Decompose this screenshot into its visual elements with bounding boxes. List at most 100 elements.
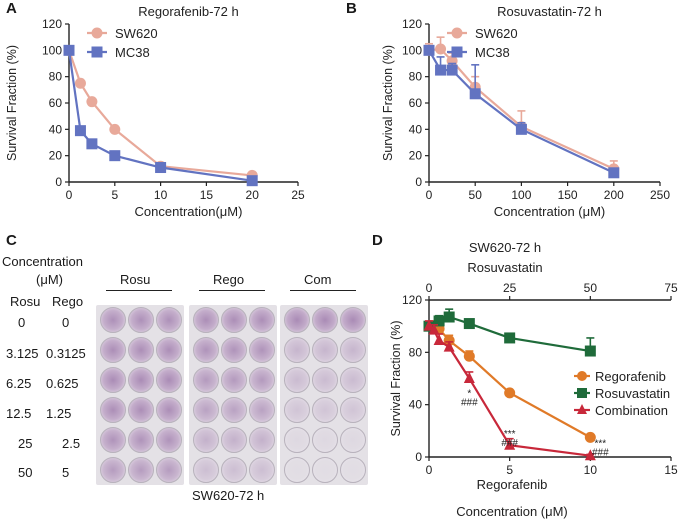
plate-well <box>156 337 182 363</box>
concentration-rosu-value: 12.5 <box>6 406 32 421</box>
d-x-tick-label: 5 <box>506 463 513 477</box>
plate-group-underline <box>106 290 172 292</box>
b-y-tick-label: 40 <box>409 122 423 136</box>
a-legend-label: MC38 <box>115 45 150 60</box>
plate-well <box>284 367 310 393</box>
plate-well <box>221 337 247 363</box>
a-y-axis-label: Survival Fraction (%) <box>5 45 19 161</box>
a-point-sw620 <box>86 96 98 108</box>
plate-well <box>312 457 338 483</box>
plate-well <box>128 307 154 333</box>
a-chart-title: Regorafenib-72 h <box>138 4 238 19</box>
plate-well <box>284 427 310 453</box>
d-point-combination <box>584 449 596 461</box>
b-x-tick-label: 150 <box>558 188 578 202</box>
d-x-axis-label: Concentration (μM) <box>456 504 568 519</box>
panel-letter-c: C <box>6 232 17 249</box>
plate-well <box>312 367 338 393</box>
plate-well <box>100 367 126 393</box>
plate-well <box>128 397 154 423</box>
a-y-tick-label: 60 <box>49 96 63 110</box>
plate-well <box>221 397 247 423</box>
culture-plate <box>280 305 368 485</box>
a-y-tick-label: 20 <box>49 149 63 163</box>
d-top-axis-label: Rosuvastatin <box>467 260 542 275</box>
d-point-rosuvastatin <box>504 332 516 344</box>
b-y-tick-label: 60 <box>409 96 423 110</box>
d-point-regorafenib <box>584 431 596 443</box>
plate-well <box>156 397 182 423</box>
b-y-axis-label: Survival Fraction (%) <box>381 45 395 161</box>
d-point-rosuvastatin <box>433 315 445 327</box>
concentration-rosu-value: 50 <box>18 465 33 480</box>
plate-well <box>221 457 247 483</box>
b-point-mc38 <box>608 167 620 179</box>
d-significance-annotation: ### <box>501 438 518 449</box>
culture-plate <box>96 305 184 485</box>
plate-well <box>249 307 275 333</box>
d-legend-label: Rosuvastatin <box>595 386 670 401</box>
b-x-tick-label: 50 <box>469 188 483 202</box>
panel-letter-b: B <box>346 0 357 17</box>
a-point-mc38 <box>63 44 75 56</box>
d-y-tick-label: 80 <box>409 345 423 359</box>
a-point-mc38 <box>74 125 86 137</box>
a-y-tick-label: 0 <box>55 175 62 189</box>
concentration-rego-value: 1.25 <box>46 406 72 421</box>
plate-well <box>221 427 247 453</box>
d-y-tick-label: 40 <box>409 398 423 412</box>
b-y-tick-label: 100 <box>402 43 422 57</box>
plate-well <box>156 427 182 453</box>
plate-caption: SW620-72 h <box>192 488 265 503</box>
plate-well <box>284 457 310 483</box>
d-chart-title: SW620-72 h <box>469 240 541 255</box>
plate-well <box>340 307 366 333</box>
b-chart-title: Rosuvastatin-72 h <box>497 4 602 19</box>
d-x-tick-label: 10 <box>584 463 598 477</box>
b-y-tick-label: 20 <box>409 149 423 163</box>
plate-well <box>340 367 366 393</box>
plate-well <box>340 337 366 363</box>
a-y-tick-label: 100 <box>42 43 62 57</box>
a-legend-marker <box>91 27 103 39</box>
plate-well <box>249 397 275 423</box>
plate-well <box>221 307 247 333</box>
plate-well <box>128 427 154 453</box>
a-x-tick-label: 20 <box>246 188 260 202</box>
d-point-rosuvastatin <box>443 311 455 323</box>
plate-group-label: Rosu <box>120 272 151 287</box>
plate-well <box>249 457 275 483</box>
panel-letter-d: D <box>372 232 383 249</box>
plate-well <box>193 367 219 393</box>
plate-well <box>312 307 338 333</box>
concentration-rosu-value: 25 <box>18 436 33 451</box>
plate-well <box>193 337 219 363</box>
b-point-mc38 <box>423 44 435 56</box>
b-legend-label: SW620 <box>475 26 518 41</box>
plate-group-label: Com <box>304 272 332 287</box>
plate-well <box>284 337 310 363</box>
d-legend-marker <box>577 371 587 381</box>
b-y-tick-label: 80 <box>409 70 423 84</box>
plate-well <box>312 397 338 423</box>
plate-well <box>312 337 338 363</box>
a-point-mc38 <box>155 162 167 174</box>
d-point-combination <box>443 340 455 352</box>
concentration-header: Concentration <box>2 254 83 269</box>
concentration-rego-value: 0.625 <box>46 376 79 391</box>
a-x-tick-label: 25 <box>291 188 305 202</box>
d-top-tick-label: 0 <box>426 281 433 295</box>
d-point-regorafenib <box>443 335 455 347</box>
d-point-rosuvastatin <box>463 318 475 330</box>
a-y-tick-label: 80 <box>49 70 63 84</box>
a-x-tick-label: 0 <box>66 188 73 202</box>
d-point-combination <box>433 334 445 346</box>
a-point-sw620 <box>74 77 86 89</box>
d-top-tick-label: 25 <box>503 281 517 295</box>
plate-group-underline <box>199 290 265 292</box>
concentration-rosu-value: 0 <box>18 315 26 330</box>
plate-well <box>340 427 366 453</box>
a-point-sw620 <box>109 123 121 135</box>
a-legend-label: SW620 <box>115 26 158 41</box>
b-x-tick-label: 0 <box>426 188 433 202</box>
